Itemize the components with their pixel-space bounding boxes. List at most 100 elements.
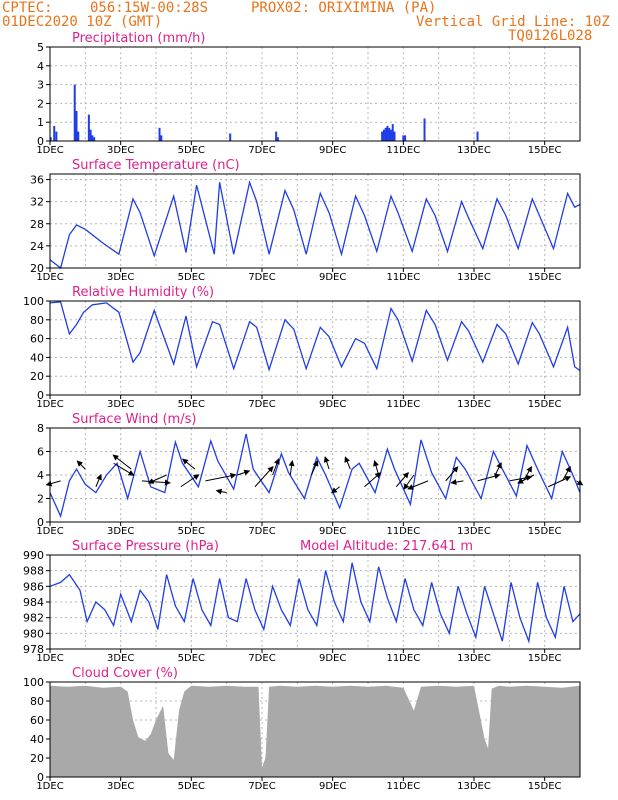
wind-vector-arrow	[364, 472, 382, 488]
y-tick-label: 986	[23, 580, 44, 593]
x-tick-label: 15DEC	[528, 399, 562, 410]
cloud-panel: 0 20 40 60 80 100 1DEC 3DEC 5DEC 7DEC 9DEC 11DEC 13D…	[23, 666, 581, 792]
x-tick-label: 11DEC	[386, 272, 420, 283]
y-tick-label: 60	[30, 333, 44, 346]
y-tick-label: 60	[30, 714, 44, 727]
x-tick-label: 15DEC	[528, 145, 562, 156]
rh-panel-title: Relative Humidity (%)	[72, 285, 214, 300]
pres-panel: 978 980 982 984 986 988 990 1DEC 3DEC 5DEC 7DEC 9DE…	[23, 539, 581, 664]
precip-bar	[275, 131, 278, 141]
precip-bar	[93, 137, 96, 141]
x-tick-label: 7DEC	[248, 272, 275, 283]
wind-vector-arrow	[311, 460, 319, 476]
y-tick-label: 982	[23, 612, 44, 625]
precip-bar	[384, 127, 387, 141]
wind-vector-arrow	[205, 472, 237, 482]
x-tick-label: 9DEC	[319, 653, 346, 664]
precip-bar	[91, 135, 94, 141]
precip-bar	[73, 84, 76, 141]
x-tick-label: 9DEC	[319, 145, 346, 156]
wind-frame	[49, 427, 581, 523]
wind-vector-arrow	[215, 488, 227, 495]
y-tick-label: 24	[30, 240, 44, 253]
y-tick-label: 36	[30, 174, 44, 187]
x-tick-label: 1DEC	[36, 272, 63, 283]
model-altitude-label: Model Altitude: 217.641 m	[300, 539, 473, 554]
wind-vector-arrow	[182, 458, 196, 470]
x-tick-label: 1DEC	[36, 526, 63, 537]
precip-bar	[276, 137, 279, 141]
x-tick-label: 13DEC	[457, 653, 491, 664]
wind-vector-arrow	[237, 469, 251, 476]
temp-panel: 20 24 28 32 36 1DEC 3DEC 5DEC 7DEC 9DEC 11DEC 13DEC…	[30, 158, 581, 283]
y-tick-label: 20	[30, 752, 44, 765]
y-tick-label: 2	[37, 97, 44, 110]
x-tick-label: 7DEC	[248, 145, 275, 156]
pres-series-line	[49, 562, 581, 644]
pres-frame	[49, 554, 581, 650]
x-tick-label: 7DEC	[248, 653, 275, 664]
wind-vector-arrow	[180, 474, 200, 488]
y-tick-label: 4	[37, 469, 44, 482]
precip-bar	[388, 127, 391, 141]
precip-bar	[158, 127, 161, 141]
y-tick-label: 978	[23, 643, 44, 656]
precip-bar	[393, 131, 396, 141]
wind-vector-arrow	[288, 460, 295, 476]
wind-vector-arrow	[494, 462, 502, 476]
y-tick-label: 1	[37, 116, 44, 129]
temp-frame	[49, 173, 581, 269]
wind-vector-arrow	[323, 456, 330, 470]
x-tick-label: 1DEC	[36, 781, 63, 792]
precip-bar	[229, 133, 232, 141]
wind-panel: 0 2 4 6 8 1DEC 3DEC 5DEC 7DEC 9DEC 11DEC 13DEC 15DEC…	[36, 412, 584, 537]
x-tick-label: 7DEC	[248, 526, 275, 537]
y-tick-label: 988	[23, 565, 44, 578]
header-station: PROX02: ORIXIMINA (PA)	[251, 0, 437, 16]
x-tick-label: 5DEC	[178, 399, 205, 410]
pres-panel-title: Surface Pressure (hPa)	[72, 539, 219, 554]
rh-frame	[49, 300, 581, 396]
x-tick-label: 15DEC	[528, 272, 562, 283]
x-tick-label: 5DEC	[178, 272, 205, 283]
wind-vector-arrow	[113, 462, 135, 476]
precip-bar	[49, 137, 52, 141]
temp-panel-title: Surface Temperature (nC)	[72, 158, 240, 173]
x-tick-label: 3DEC	[107, 653, 134, 664]
x-tick-label: 9DEC	[319, 399, 346, 410]
y-tick-label: 980	[23, 627, 44, 640]
rh-panel: 0 20 40 60 80 100 1DEC 3DEC 5DEC 7DEC 9DEC 11DEC 13D…	[23, 285, 581, 410]
wind-vector-arrow	[141, 479, 171, 486]
x-tick-label: 9DEC	[319, 781, 346, 792]
y-tick-label: 8	[37, 422, 44, 435]
precip-frame	[49, 46, 581, 142]
y-tick-label: 100	[23, 676, 44, 689]
y-tick-label: 0	[37, 135, 44, 148]
x-tick-label: 5DEC	[178, 781, 205, 792]
header-model: TQ0126L028	[508, 28, 593, 44]
x-tick-label: 13DEC	[457, 526, 491, 537]
x-tick-label: 9DEC	[319, 272, 346, 283]
precip-bar	[55, 131, 58, 141]
precip-panel: 0 1 2 3 4 5 1DEC 3DEC 5DEC 7DEC 9DEC 11DEC 13DEC 15DE…	[36, 31, 581, 156]
wind-vector-arrow	[403, 474, 415, 490]
wind-vector-arrow	[45, 480, 61, 487]
cloud-panel-title: Cloud Cover (%)	[72, 666, 178, 681]
wind-vector-arrow	[95, 473, 102, 487]
precip-bar	[53, 125, 56, 141]
wind-vector-arrow	[76, 460, 86, 470]
precip-bar	[389, 129, 392, 141]
y-tick-label: 5	[37, 41, 44, 54]
precip-bar	[391, 124, 394, 141]
y-tick-label: 984	[23, 596, 44, 609]
x-tick-label: 3DEC	[107, 399, 134, 410]
header-grid-note: Vertical Grid Line: 10Z	[416, 14, 610, 30]
y-tick-label: 40	[30, 351, 44, 364]
precip-bar	[160, 135, 163, 141]
wind-vector-arrow	[547, 476, 572, 488]
x-tick-label: 1DEC	[36, 399, 63, 410]
temp-series-line	[49, 179, 581, 270]
y-tick-label: 40	[30, 733, 44, 746]
y-tick-label: 990	[23, 549, 44, 562]
precip-bar	[77, 131, 80, 141]
